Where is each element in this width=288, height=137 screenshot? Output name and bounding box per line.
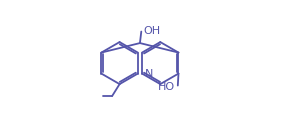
Text: HO: HO bbox=[158, 82, 175, 92]
Text: N: N bbox=[145, 69, 154, 79]
Text: OH: OH bbox=[144, 26, 161, 36]
